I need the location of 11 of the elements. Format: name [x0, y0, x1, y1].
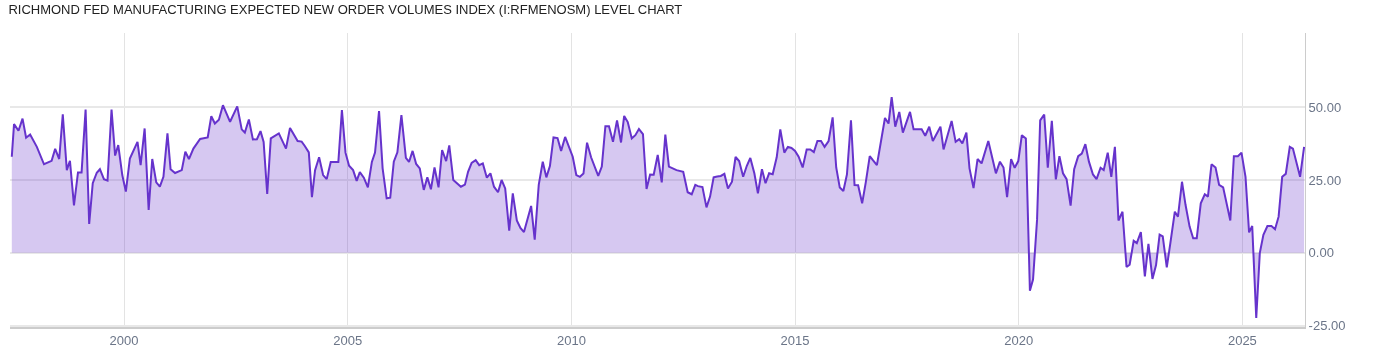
- x-tick-label: 2015: [780, 332, 810, 348]
- chart-title: RICHMOND FED MANUFACTURING EXPECTED NEW ORDER VOLUMES INDEX (I:RFMENOSM) LEVEL CHART: [8, 2, 683, 18]
- x-tick-label: 2000: [109, 332, 139, 348]
- x-tick-label: 2005: [333, 332, 363, 348]
- y-tick-label: -25.00: [1308, 318, 1346, 334]
- x-tick-label: 2025: [1227, 332, 1257, 348]
- y-tick-label: 25.00: [1308, 172, 1342, 188]
- y-tick-label: 0.00: [1308, 245, 1334, 261]
- y-tick-label: 50.00: [1308, 99, 1342, 115]
- x-tick-label: 2010: [556, 332, 586, 348]
- x-tick-label: 2020: [1004, 332, 1034, 348]
